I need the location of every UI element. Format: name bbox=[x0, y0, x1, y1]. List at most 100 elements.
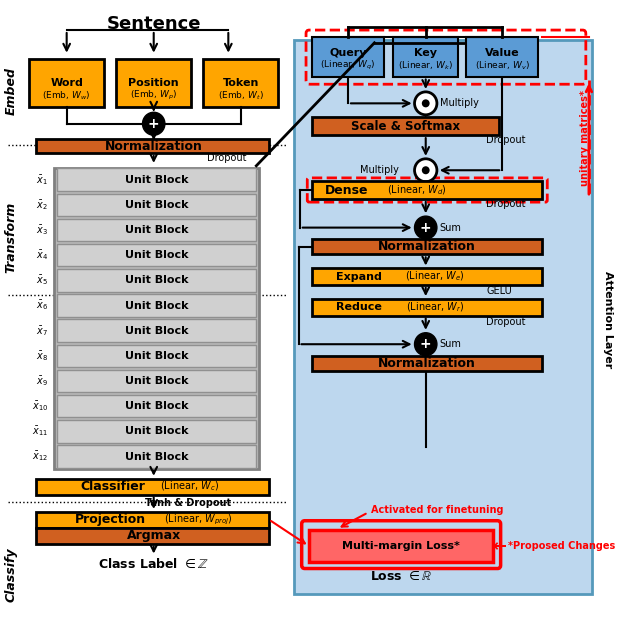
Text: Scale & Softmax: Scale & Softmax bbox=[351, 120, 460, 132]
Text: Query: Query bbox=[329, 48, 367, 58]
Text: Unit Block: Unit Block bbox=[125, 452, 189, 461]
Text: Sum: Sum bbox=[440, 223, 461, 232]
Text: (Linear, $W_k$): (Linear, $W_k$) bbox=[398, 60, 453, 72]
Text: Unit Block: Unit Block bbox=[125, 200, 189, 210]
Bar bbox=[58, 244, 256, 266]
Text: Word: Word bbox=[50, 77, 83, 88]
Text: Unit Block: Unit Block bbox=[125, 250, 189, 260]
Text: Token: Token bbox=[223, 77, 259, 88]
Text: +: + bbox=[420, 337, 431, 351]
Text: $\bar{x}_{12}$: $\bar{x}_{12}$ bbox=[32, 450, 48, 463]
Circle shape bbox=[415, 216, 437, 239]
Bar bbox=[58, 294, 256, 317]
Text: (Linear, $W_r$): (Linear, $W_r$) bbox=[403, 300, 464, 314]
Text: Dense: Dense bbox=[324, 184, 368, 196]
Text: Argmax: Argmax bbox=[127, 529, 181, 542]
Text: $\bar{x}_5$: $\bar{x}_5$ bbox=[36, 273, 48, 287]
Text: Unit Block: Unit Block bbox=[125, 225, 189, 235]
Bar bbox=[116, 59, 191, 106]
Text: Unit Block: Unit Block bbox=[125, 301, 189, 310]
Text: $\bar{x}_4$: $\bar{x}_4$ bbox=[36, 248, 48, 262]
Text: (Emb, $W_p$): (Emb, $W_p$) bbox=[130, 89, 177, 102]
Circle shape bbox=[422, 166, 429, 174]
Text: Dropout: Dropout bbox=[486, 199, 526, 209]
Text: Classify: Classify bbox=[4, 548, 17, 602]
Text: Multiply: Multiply bbox=[360, 165, 399, 175]
Bar bbox=[312, 299, 542, 316]
Text: (Emb, $W_t$): (Emb, $W_t$) bbox=[218, 90, 264, 102]
Text: Reduce: Reduce bbox=[336, 302, 382, 312]
Text: Normalization: Normalization bbox=[378, 357, 476, 370]
Text: Unit Block: Unit Block bbox=[125, 326, 189, 335]
Text: $\bar{x}_9$: $\bar{x}_9$ bbox=[36, 374, 48, 388]
Text: Unit Block: Unit Block bbox=[125, 376, 189, 386]
Bar bbox=[36, 528, 269, 543]
Bar bbox=[312, 37, 384, 77]
Text: $\bar{x}_2$: $\bar{x}_2$ bbox=[36, 198, 48, 212]
Text: Unit Block: Unit Block bbox=[125, 401, 189, 411]
Bar bbox=[312, 268, 542, 285]
Text: Unit Block: Unit Block bbox=[125, 351, 189, 361]
Bar bbox=[58, 269, 256, 292]
Bar bbox=[58, 344, 256, 367]
Circle shape bbox=[143, 112, 165, 135]
Circle shape bbox=[422, 99, 429, 108]
Text: GELU: GELU bbox=[486, 286, 512, 296]
Bar bbox=[58, 193, 256, 216]
Text: $\bar{x}_3$: $\bar{x}_3$ bbox=[36, 223, 48, 237]
Bar bbox=[58, 420, 256, 443]
Text: Tanh & Dropout: Tanh & Dropout bbox=[145, 498, 231, 508]
Text: $\bar{x}_6$: $\bar{x}_6$ bbox=[36, 299, 48, 312]
Text: Dropout: Dropout bbox=[486, 317, 526, 327]
Text: Classifier: Classifier bbox=[81, 480, 146, 493]
Bar bbox=[58, 319, 256, 342]
Text: Activated for finetuning: Activated for finetuning bbox=[371, 505, 504, 515]
Text: Unit Block: Unit Block bbox=[125, 426, 189, 436]
Bar bbox=[309, 531, 493, 562]
Bar bbox=[29, 59, 104, 106]
Text: +: + bbox=[420, 221, 431, 235]
Text: Attention Layer: Attention Layer bbox=[603, 271, 612, 369]
Text: (Linear, $W_d$): (Linear, $W_d$) bbox=[383, 183, 446, 197]
Text: Normalization: Normalization bbox=[378, 240, 476, 253]
Text: Value: Value bbox=[485, 48, 520, 58]
Bar bbox=[312, 181, 542, 199]
Text: $\bar{x}_1$: $\bar{x}_1$ bbox=[36, 173, 48, 187]
Bar bbox=[36, 512, 269, 528]
Bar bbox=[393, 37, 458, 77]
Text: (Linear, $W_q$): (Linear, $W_q$) bbox=[321, 59, 376, 72]
Text: ←: ← bbox=[492, 537, 506, 556]
Text: Transform: Transform bbox=[4, 202, 17, 273]
Bar bbox=[58, 168, 256, 191]
Bar bbox=[58, 445, 256, 468]
Text: $\bar{x}_{11}$: $\bar{x}_{11}$ bbox=[32, 424, 48, 438]
Bar bbox=[58, 219, 256, 241]
Text: Unit Block: Unit Block bbox=[125, 275, 189, 285]
Text: $\bar{x}_{10}$: $\bar{x}_{10}$ bbox=[31, 399, 48, 413]
Text: Position: Position bbox=[129, 77, 179, 88]
Bar bbox=[312, 239, 542, 254]
Text: (Linear, $W_{proj}$): (Linear, $W_{proj}$) bbox=[161, 512, 233, 527]
Text: (Linear, $W_c$): (Linear, $W_c$) bbox=[157, 479, 219, 493]
Bar bbox=[204, 59, 278, 106]
Text: (Linear, $W_v$): (Linear, $W_v$) bbox=[475, 60, 530, 72]
Bar bbox=[36, 139, 269, 153]
Circle shape bbox=[415, 92, 437, 115]
Text: Loss $\in \mathbb{R}$: Loss $\in \mathbb{R}$ bbox=[370, 569, 432, 583]
Text: Key: Key bbox=[414, 48, 437, 58]
Circle shape bbox=[415, 159, 437, 182]
Bar bbox=[294, 40, 592, 594]
Bar bbox=[58, 370, 256, 392]
Text: Projection: Projection bbox=[75, 513, 146, 526]
Circle shape bbox=[415, 333, 437, 356]
Text: *Proposed Changes: *Proposed Changes bbox=[508, 541, 615, 551]
Bar bbox=[54, 168, 259, 468]
Text: Sum: Sum bbox=[440, 339, 461, 349]
Text: Embed: Embed bbox=[4, 67, 17, 115]
Text: Normalization: Normalization bbox=[105, 140, 203, 152]
Text: Class Label $\in \mathbb{Z}$: Class Label $\in \mathbb{Z}$ bbox=[99, 557, 209, 571]
Text: $\bar{x}_7$: $\bar{x}_7$ bbox=[36, 324, 48, 337]
Bar bbox=[467, 37, 538, 77]
Text: Sentence: Sentence bbox=[106, 15, 201, 33]
Text: (Emb, $W_w$): (Emb, $W_w$) bbox=[42, 90, 91, 102]
